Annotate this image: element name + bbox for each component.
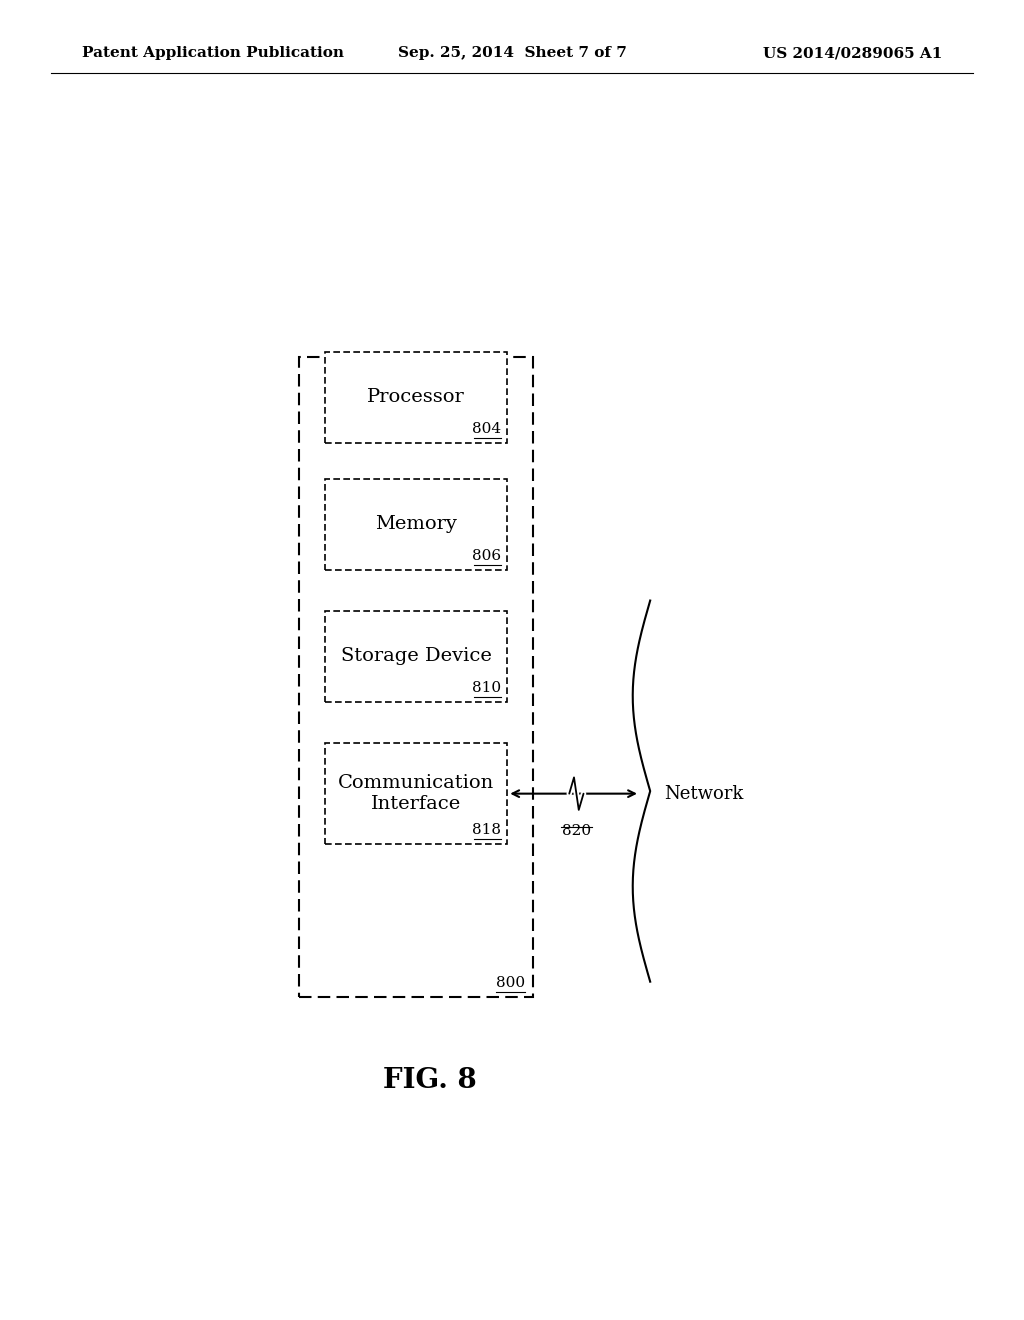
Text: Processor: Processor xyxy=(368,388,465,407)
Bar xyxy=(299,356,532,997)
Text: Storage Device: Storage Device xyxy=(341,647,492,665)
Text: Sep. 25, 2014  Sheet 7 of 7: Sep. 25, 2014 Sheet 7 of 7 xyxy=(397,46,627,61)
Text: 800: 800 xyxy=(496,975,524,990)
Text: Patent Application Publication: Patent Application Publication xyxy=(82,46,344,61)
Text: Memory: Memory xyxy=(375,515,457,533)
Text: 810: 810 xyxy=(472,681,501,696)
Text: Communication
Interface: Communication Interface xyxy=(338,775,495,813)
Bar xyxy=(325,611,507,702)
Bar xyxy=(325,743,507,845)
Text: 806: 806 xyxy=(472,549,501,562)
Bar xyxy=(325,351,507,444)
Text: 820: 820 xyxy=(562,824,591,838)
Bar xyxy=(325,479,507,570)
Text: US 2014/0289065 A1: US 2014/0289065 A1 xyxy=(763,46,942,61)
Text: 818: 818 xyxy=(472,824,501,837)
Text: Network: Network xyxy=(664,784,743,803)
Text: 804: 804 xyxy=(472,422,501,436)
Text: FIG. 8: FIG. 8 xyxy=(383,1067,476,1094)
